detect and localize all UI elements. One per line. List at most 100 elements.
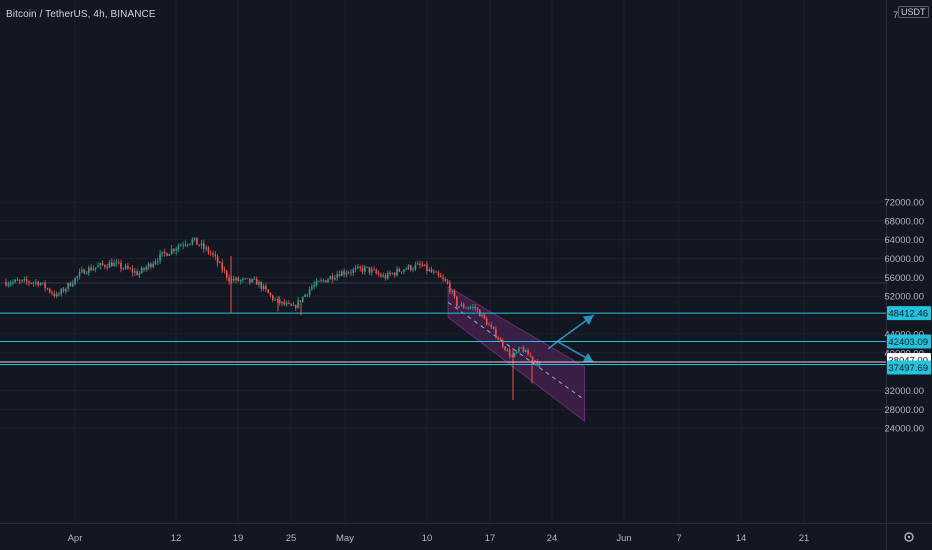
candle-body — [495, 329, 497, 338]
price-tag-background — [887, 306, 931, 321]
candle-body — [295, 305, 297, 308]
candle-body — [313, 284, 315, 287]
candle-body — [7, 284, 10, 286]
candle-body — [212, 253, 214, 255]
arrow-down-icon — [582, 352, 594, 363]
candle-body — [37, 281, 39, 286]
candle-body — [249, 278, 251, 283]
y-tick-label: 28000.00 — [884, 405, 924, 416]
candle-body — [515, 351, 518, 353]
arrow-up-icon — [582, 315, 594, 326]
candle-body — [189, 243, 191, 245]
candle-body — [398, 268, 401, 272]
candle-body — [92, 268, 95, 271]
candle-body — [288, 303, 290, 304]
candle-body — [375, 269, 378, 274]
candle-body — [366, 266, 368, 268]
candle-body — [449, 283, 451, 292]
candle-body — [216, 256, 219, 263]
candle-body — [32, 282, 35, 284]
candle-body — [433, 271, 435, 273]
candle-body — [177, 246, 180, 249]
candle-body — [147, 263, 150, 268]
candle-body — [237, 277, 240, 281]
price-tag: 48412.46 — [887, 306, 931, 321]
x-tick-label: 21 — [799, 533, 810, 544]
candle-body — [186, 244, 189, 246]
candle-body — [124, 265, 127, 269]
candle-body — [364, 266, 366, 272]
candle-body — [439, 275, 442, 278]
candle-body — [462, 304, 465, 308]
candle-body — [490, 324, 493, 327]
candle-body — [99, 263, 102, 266]
candle-body — [76, 276, 79, 279]
candle-body — [382, 275, 384, 277]
candle-body — [538, 362, 541, 366]
y-tick-label-partial: 7 — [893, 10, 898, 21]
candle-body — [380, 274, 382, 277]
candle-body — [209, 252, 212, 254]
candle-body — [405, 268, 407, 270]
candle-body — [393, 273, 396, 276]
price-tag-label: 37497.69 — [888, 363, 928, 374]
candle-body — [223, 270, 226, 271]
candle-body — [115, 262, 118, 264]
candle-body — [205, 247, 207, 249]
y-tick-label: 32000.00 — [884, 386, 924, 397]
candle-body — [357, 266, 359, 269]
x-tick-label: 7 — [676, 533, 681, 544]
candle-body — [214, 254, 217, 257]
candle-body — [127, 265, 129, 269]
candle-body — [444, 279, 447, 282]
candle-body — [368, 266, 371, 273]
candle-body — [113, 262, 115, 267]
candle-body — [518, 347, 520, 352]
candle-body — [483, 314, 486, 319]
candle-body — [5, 282, 7, 286]
candle-body — [129, 268, 131, 270]
candle-body — [260, 282, 263, 290]
candle-body — [299, 300, 302, 302]
candle-body — [451, 290, 453, 292]
candle-body — [488, 324, 490, 326]
candle-body — [138, 273, 141, 276]
y-tick-label: 72000.00 — [884, 197, 924, 208]
candle-body — [228, 277, 230, 282]
candle-body — [81, 269, 83, 272]
candle-body — [412, 269, 414, 271]
candle-body — [403, 269, 405, 272]
candle-body — [232, 278, 235, 281]
x-tick-label: May — [336, 533, 354, 544]
x-tick-label: 14 — [736, 533, 747, 544]
candle-body — [502, 340, 504, 347]
candle-body — [42, 282, 44, 284]
candle-body — [140, 267, 143, 274]
candle-body — [35, 281, 37, 283]
candle-body — [329, 276, 332, 280]
candle-body — [150, 263, 152, 267]
candle-body — [485, 318, 488, 325]
candle-body — [221, 262, 223, 271]
candle-body — [327, 279, 329, 283]
candle-body — [446, 281, 449, 284]
candle-body — [416, 263, 419, 265]
candle-body — [9, 283, 12, 285]
candle-body — [350, 272, 352, 274]
candle-body — [136, 271, 138, 276]
candle-body — [175, 248, 177, 252]
candle-body — [278, 299, 281, 304]
x-tick-label: Jun — [616, 533, 631, 544]
currency-selector[interactable]: USDT — [898, 6, 929, 18]
candle-body — [145, 267, 148, 270]
candle-body — [12, 281, 14, 284]
candle-body — [341, 271, 343, 277]
candle-body — [170, 248, 173, 255]
candle-body — [331, 276, 334, 280]
candle-body — [377, 273, 380, 275]
candle-body — [191, 239, 194, 244]
settings-gear-icon[interactable] — [904, 532, 914, 542]
candle-body — [44, 282, 46, 289]
